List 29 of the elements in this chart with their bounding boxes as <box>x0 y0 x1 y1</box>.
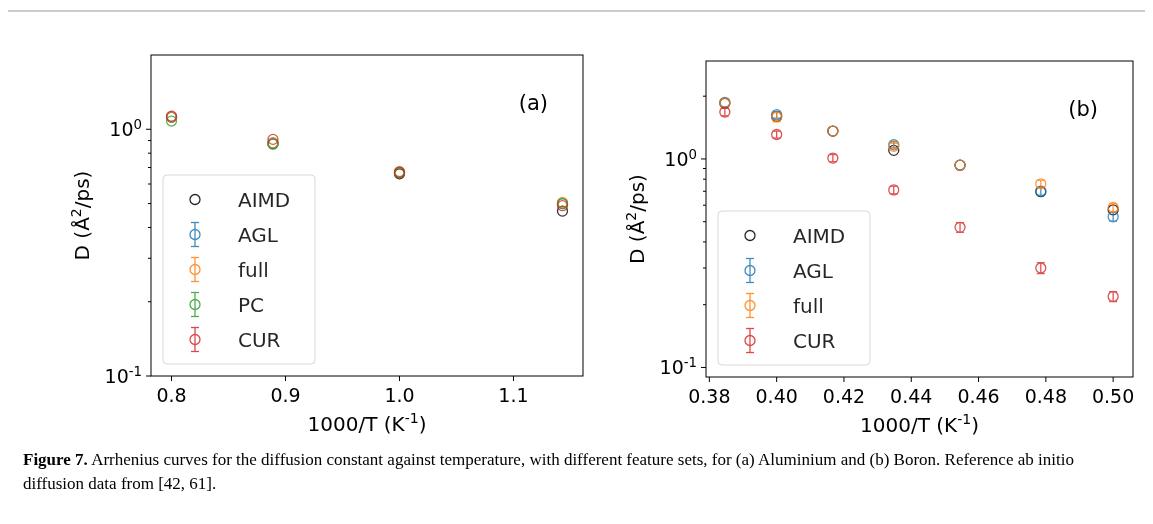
annotation: (a) <box>518 91 548 115</box>
x-tick-label: 0.8 <box>156 384 187 406</box>
legend-label: AIMD <box>793 223 846 248</box>
legend-label: AGL <box>793 258 834 283</box>
x-tick-label: 0.44 <box>890 385 933 407</box>
x-tick-label: 0.48 <box>1024 385 1068 407</box>
legend-label: AGL <box>238 222 279 247</box>
x-tick-label: 0.50 <box>1091 385 1135 407</box>
x-tick-label: 0.40 <box>755 385 798 407</box>
x-tick-label: 0.9 <box>270 384 301 406</box>
x-tick-label: 1.1 <box>498 384 529 406</box>
y-tick-label: 10$^{0}$ <box>109 116 142 141</box>
y-tick-label: 10$^{-1}$ <box>659 354 697 379</box>
caption: Figure 7. Arrhenius curves for the diffusion constant against temperature, with different feature sets, for (a) Aluminium and (b) Boron. Reference ab initio diffusion data from [42, 61]. <box>23 449 1075 495</box>
legend-label: full <box>793 293 824 318</box>
legend-label: CUR <box>793 328 836 353</box>
y-tick-label: 10$^{-1}$ <box>104 363 142 387</box>
legend-label: CUR <box>238 327 281 352</box>
y-tick-label: 10$^{0}$ <box>664 146 697 170</box>
x-tick-label: 0.46 <box>957 385 1000 407</box>
x-axis-title: 1000/T (K$^{-1}$) <box>860 411 979 437</box>
legend-label: AIMD <box>238 187 291 212</box>
legend-label: full <box>238 257 269 282</box>
x-tick-label: 0.42 <box>822 385 866 407</box>
x-axis-title: 1000/T (K$^{-1}$) <box>307 410 427 436</box>
x-tick-label: 0.38 <box>688 385 731 407</box>
annotation: (b) <box>1068 97 1098 121</box>
legend-label: PC <box>238 292 265 317</box>
x-tick-label: 1.0 <box>384 384 415 406</box>
